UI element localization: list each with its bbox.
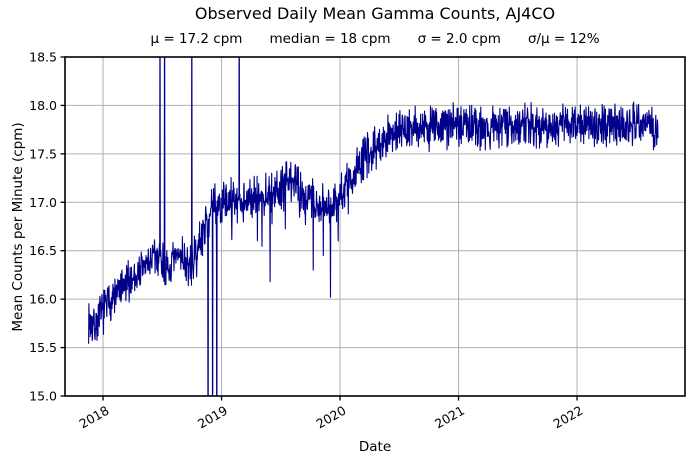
y-tick-label: 16.5 — [29, 243, 57, 258]
x-tick-label: 2018 — [76, 403, 111, 432]
data-series-line — [88, 57, 659, 396]
stat-sigma-mu: σ/μ = 12% — [527, 31, 600, 47]
y-axis-label: Mean Counts per Minute (cpm) — [10, 122, 26, 331]
x-tick-labels: 2018 2019 2020 2021 2022 — [76, 403, 585, 432]
stats-line: μ = 17.2 cpm median = 18 cpm σ = 2.0 cpm… — [65, 31, 685, 48]
x-tick-label: 2022 — [550, 403, 585, 432]
y-tick-label: 17.0 — [29, 195, 57, 210]
y-tick-label: 18.5 — [29, 50, 57, 65]
x-axis-label: Date — [359, 439, 391, 455]
x-tick-label: 2020 — [313, 403, 348, 432]
stat-median: median = 18 cpm — [269, 31, 391, 47]
stat-sigma: σ = 2.0 cpm — [417, 31, 501, 47]
x-tick-label: 2019 — [195, 403, 230, 432]
y-tick-label: 18.0 — [29, 98, 57, 113]
chart-title: Observed Daily Mean Gamma Counts, AJ4CO — [194, 4, 556, 23]
y-tick-label: 16.0 — [29, 292, 57, 307]
x-tick-label: 2021 — [432, 403, 467, 432]
plot-frame — [64, 56, 686, 397]
axis-ticks — [60, 56, 578, 401]
gridlines — [65, 56, 685, 397]
y-tick-label: 15.0 — [29, 389, 57, 404]
stat-mean: μ = 17.2 cpm — [150, 31, 243, 47]
y-tick-label: 17.5 — [29, 146, 57, 161]
y-tick-labels: 15.0 15.5 16.0 16.5 17.0 17.5 18.0 18.5 — [29, 50, 57, 404]
y-tick-label: 15.5 — [29, 340, 57, 355]
